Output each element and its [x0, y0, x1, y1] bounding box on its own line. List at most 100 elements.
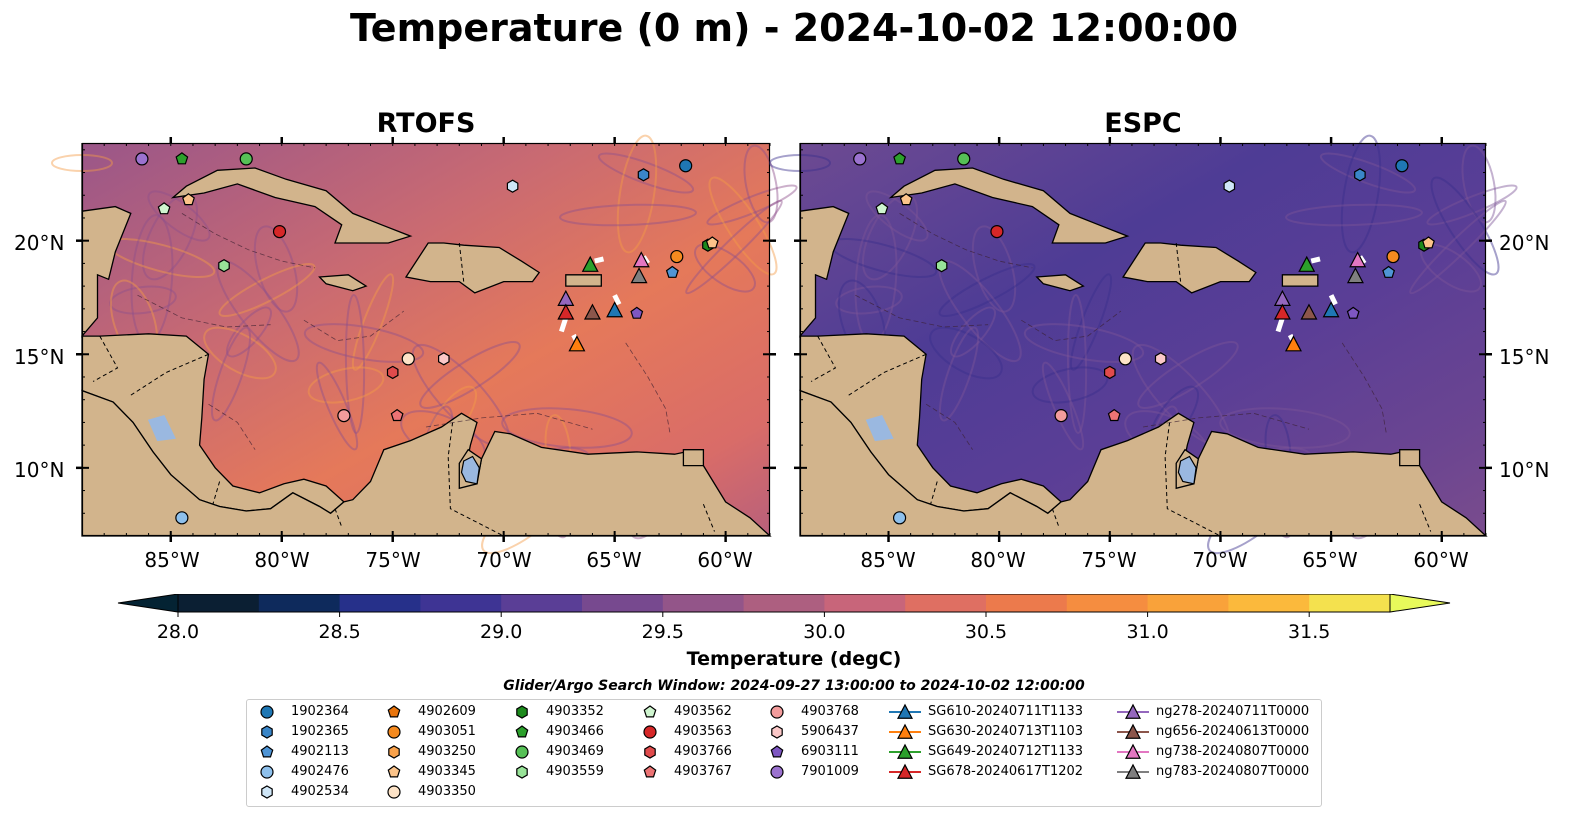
land-jamaica [318, 274, 368, 292]
glider-ng738-20240807T0000 [632, 251, 650, 268]
legend-marker-icon [516, 765, 528, 779]
bathy-contour-2 [303, 310, 405, 342]
bathy-contour-4 [425, 412, 593, 430]
glider-track-3 [1310, 256, 1321, 264]
legend-label: 4903352 [546, 704, 604, 719]
legend-marker-icon [516, 705, 528, 719]
colorbar-segment [178, 594, 260, 612]
land-cuba [170, 167, 413, 244]
legend-triangle-icon [1125, 743, 1141, 759]
station-1902365 [1354, 168, 1366, 182]
lon-label-65w-right: 65°W [1302, 548, 1358, 572]
legend-label: SG649-20240712T1133 [928, 744, 1084, 759]
legend-label: 4903562 [674, 704, 732, 719]
land-mexico [81, 143, 132, 338]
land-mexico [799, 143, 850, 338]
colorbar-tick-label: 31.0 [1126, 621, 1168, 643]
legend-marker-icon [643, 705, 657, 718]
station-4903768 [337, 409, 351, 423]
station-4903466 [893, 152, 907, 165]
land-jamaica [1035, 274, 1085, 292]
legend-label: 4903350 [418, 784, 476, 799]
legend-hexagon-icon [644, 745, 656, 759]
legend-marker-icon [515, 745, 529, 759]
legend-label: 4903469 [546, 744, 604, 759]
glider-SG649-20240712T1133 [581, 255, 599, 272]
legend-pentagon-icon [643, 765, 657, 778]
legend-label: ng783-20240807T0000 [1156, 764, 1310, 779]
station-5906437 [1154, 352, 1167, 366]
legend-label: SG610-20240711T1133 [928, 704, 1084, 719]
colorbar-extend-low [117, 594, 179, 613]
legend-label: 4903767 [674, 764, 732, 779]
legend-marker-icon [643, 725, 657, 739]
legend-marker-icon [388, 745, 400, 759]
station-6903111 [630, 306, 644, 319]
lake-nicaragua [147, 415, 176, 442]
glider-track-2 [612, 294, 622, 306]
colorbar-segment [1147, 594, 1229, 612]
station-4902113 [1382, 265, 1396, 278]
lat-label-20n-right: 20°N [1499, 231, 1550, 255]
glider-SG630-20240713T1103 [1284, 335, 1302, 352]
legend-marker-icon [770, 765, 784, 779]
legend-marker-icon [770, 705, 784, 719]
lon-label-60w-right: 60°W [1413, 548, 1469, 572]
legend-pentagon-icon [770, 745, 784, 758]
colorbar-tick-label: 30.0 [803, 621, 845, 643]
station-4903345 [899, 193, 913, 206]
station-4903562 [157, 202, 171, 215]
bathy-contour-0 [181, 213, 316, 269]
legend-circle-icon [260, 765, 274, 779]
legend-label: 4903466 [546, 724, 604, 739]
legend-circle-icon [770, 765, 784, 779]
glider-track-3 [594, 256, 605, 264]
legend-label: 4903768 [801, 704, 859, 719]
colorbar-label: Temperature (degC) [686, 648, 902, 670]
legend-triangle-icon [897, 723, 913, 739]
lon-label-80w-left: 80°W [254, 548, 310, 572]
station-7901009 [853, 152, 867, 166]
legend-hexagon-icon [516, 765, 528, 779]
colorbar-segment [420, 594, 502, 612]
legend: 1902364 1902365 4902113 4902476 4902534 49026… [246, 699, 1322, 807]
colorbar-segment [743, 594, 825, 612]
border-4 [1164, 422, 1221, 537]
temperature-colorbar: 28.0 28.5 29.0 29.5 30.0 30.5 31.0 31.5 [117, 594, 1451, 643]
station-5906437 [438, 352, 450, 366]
legend-circle-icon [643, 725, 657, 739]
lon-label-85w-right: 85°W [860, 548, 916, 572]
land-puertorico [1281, 274, 1319, 287]
glider-SG610-20240711T1133 [606, 301, 624, 318]
legend-marker-icon [1117, 743, 1149, 759]
station-4902534 [1223, 179, 1236, 193]
glider-ng783-20240807T0000 [630, 267, 648, 284]
bathy-contour-4 [1142, 412, 1310, 430]
land-hispaniola [1122, 242, 1257, 294]
station-4902609 [1422, 236, 1435, 249]
legend-pentagon-icon [260, 745, 274, 758]
border-2 [930, 481, 938, 505]
lon-label-75w-left: 75°W [365, 548, 421, 572]
lon-label-75w-right: 75°W [1081, 548, 1137, 572]
legend-label: 4903051 [418, 724, 476, 739]
legend-label: ng738-20240807T0000 [1156, 744, 1310, 759]
legend-label: ng278-20240711T0000 [1156, 704, 1310, 719]
legend-marker-icon [260, 705, 274, 719]
legend-circle-icon [387, 725, 401, 739]
legend-label: 4903563 [674, 724, 732, 739]
glider-SG678-20240617T1202 [1273, 303, 1291, 320]
legend-pentagon-icon [643, 705, 657, 718]
border-1 [810, 335, 837, 382]
legend-label: 1902365 [291, 724, 349, 739]
glider-track-1 [571, 333, 579, 341]
station-4903563 [990, 224, 1004, 239]
colorbar-tick-label: 28.5 [318, 621, 360, 643]
border-5 [702, 504, 715, 532]
espc-panel-title: ESPC [1104, 108, 1182, 139]
glider-ng783-20240807T0000 [1346, 267, 1364, 284]
glider-ng656-20240613T0000 [1300, 303, 1318, 320]
legend-marker-icon [1117, 703, 1149, 719]
legend-marker-icon [261, 725, 273, 739]
land-hispaniola [404, 242, 541, 294]
